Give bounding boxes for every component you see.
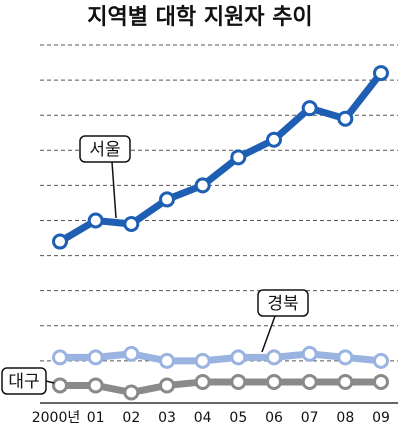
series-line bbox=[60, 378, 381, 396]
point bbox=[230, 373, 247, 390]
point bbox=[301, 345, 318, 362]
x-tick-label: 01 bbox=[87, 410, 105, 426]
series: 경북 bbox=[52, 289, 389, 369]
x-tick-label: 09 bbox=[372, 410, 390, 426]
point bbox=[337, 373, 354, 390]
point bbox=[373, 65, 389, 82]
point bbox=[266, 131, 282, 148]
series-line bbox=[60, 350, 382, 365]
point bbox=[159, 377, 175, 394]
series-label: 경북 bbox=[267, 294, 298, 314]
label-leader bbox=[261, 315, 276, 353]
point bbox=[52, 233, 68, 250]
point bbox=[52, 349, 68, 366]
point bbox=[230, 349, 247, 366]
point bbox=[194, 373, 211, 390]
series-label: 대구 bbox=[8, 372, 39, 392]
chart-title: 지역별 대학 지원자 추이 bbox=[87, 5, 312, 30]
point bbox=[87, 212, 104, 229]
x-tick-label: 2000년 bbox=[32, 410, 81, 426]
x-tick-label: 05 bbox=[229, 410, 247, 426]
series-line bbox=[58, 70, 384, 245]
point bbox=[123, 216, 140, 232]
label-leader bbox=[111, 161, 117, 219]
series: 서울 bbox=[52, 65, 389, 250]
point bbox=[301, 373, 318, 390]
point bbox=[337, 110, 354, 127]
point bbox=[337, 349, 354, 366]
label-leader bbox=[45, 380, 55, 384]
point bbox=[301, 100, 318, 117]
x-tick-label: 08 bbox=[336, 410, 354, 426]
point bbox=[230, 149, 247, 166]
point bbox=[52, 377, 68, 394]
point bbox=[123, 345, 140, 362]
label-box bbox=[1, 367, 47, 395]
point bbox=[373, 352, 389, 369]
point bbox=[194, 177, 211, 194]
point bbox=[87, 377, 104, 394]
point bbox=[123, 384, 140, 401]
x-tick-label: 07 bbox=[301, 410, 319, 426]
series: 대구 bbox=[1, 367, 389, 401]
point bbox=[87, 349, 104, 366]
point bbox=[266, 373, 282, 390]
x-tick-label: 06 bbox=[265, 410, 283, 426]
point bbox=[373, 373, 389, 390]
point bbox=[159, 191, 175, 208]
point bbox=[266, 349, 282, 366]
x-tick-label: 04 bbox=[194, 410, 212, 426]
x-tick-label: 02 bbox=[122, 410, 140, 426]
label-box bbox=[257, 289, 309, 317]
point bbox=[159, 352, 175, 369]
point bbox=[194, 352, 211, 369]
series-label: 서울 bbox=[89, 140, 120, 160]
label-box bbox=[79, 135, 131, 163]
x-tick-label: 03 bbox=[158, 410, 176, 426]
